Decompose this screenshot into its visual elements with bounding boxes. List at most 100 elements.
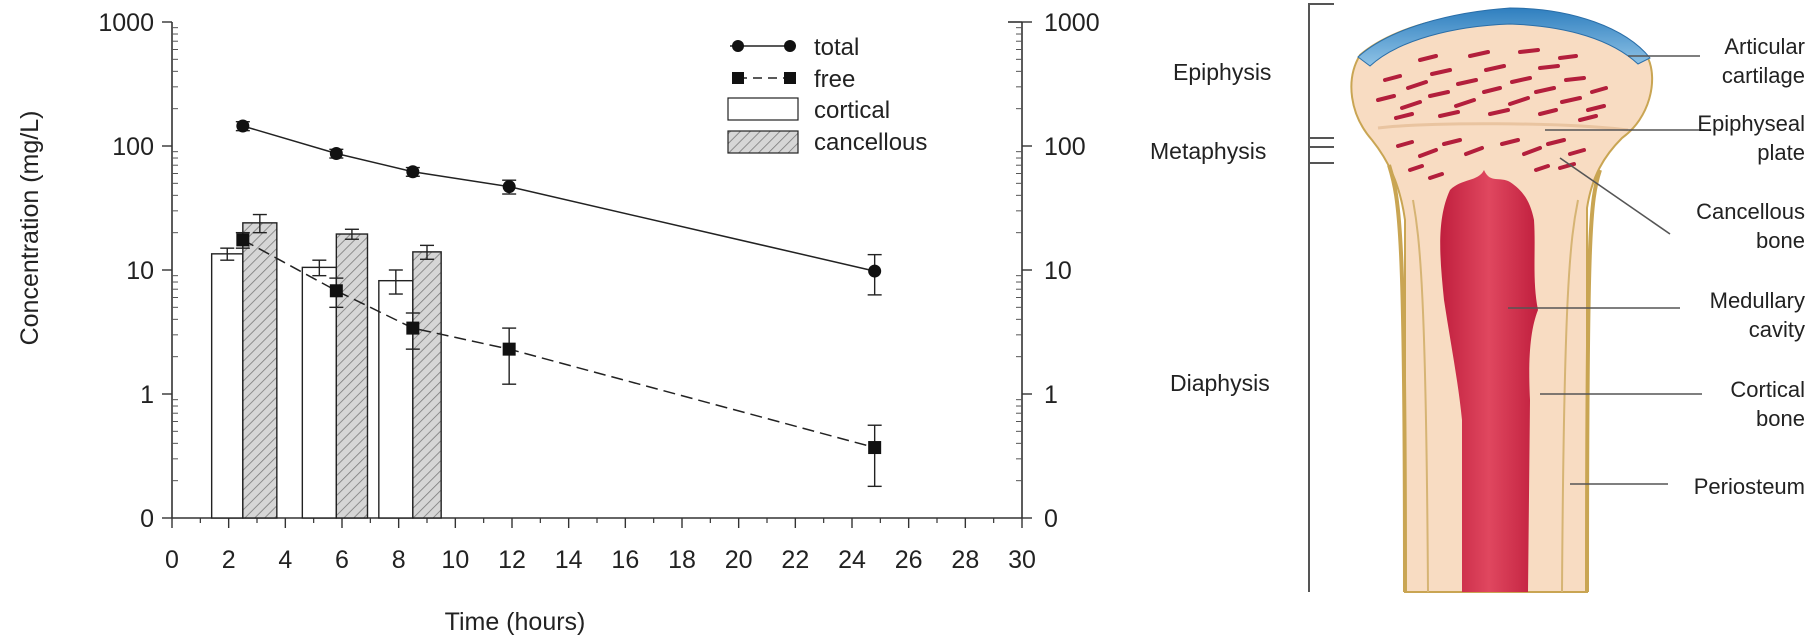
cancellous-bone	[1376, 48, 1608, 180]
total-point	[236, 119, 250, 133]
cortical-bar	[210, 253, 244, 519]
trabecula	[1400, 100, 1422, 110]
x-tick-label: 26	[895, 546, 923, 574]
y-tick-label-right: 100	[1044, 133, 1086, 161]
trabecula	[1383, 74, 1402, 82]
periosteum	[1387, 164, 1407, 593]
label-articular-cartilage-line: Articular	[1724, 34, 1805, 59]
articular-cartilage	[1357, 7, 1651, 67]
free-point	[236, 233, 250, 247]
x-axis: 0 2 4 6 8 10 12 14 16 18 20 22 24 26 28 30	[165, 518, 1036, 574]
trabecula	[1464, 146, 1484, 156]
cortical-bar	[378, 279, 414, 519]
cortical-wall	[1561, 199, 1579, 593]
trabecula	[1406, 80, 1428, 90]
label-periosteum: Periosteum	[1694, 474, 1805, 499]
trabecula	[1394, 112, 1414, 120]
trabecula	[1438, 110, 1460, 118]
label-epiphyseal-plate: Epiphyseal plate	[1697, 111, 1805, 165]
x-tick-label: 20	[725, 546, 753, 574]
trabecula	[1590, 86, 1608, 94]
legend-cancellous-swatch	[727, 130, 799, 154]
x-tick-label: 6	[335, 546, 349, 574]
trabecula	[1456, 78, 1478, 86]
long-bone-diagram: Epiphysis Metaphysis Diaphysis Articular…	[1150, 3, 1805, 593]
trabecula	[1522, 146, 1542, 156]
trabecula	[1488, 108, 1510, 116]
y-axis-left: 0 1 10 100 1000	[98, 9, 178, 533]
free-point	[502, 342, 516, 356]
trabecula	[1484, 64, 1506, 72]
x-tick-label: 0	[165, 546, 179, 574]
trabecula	[1396, 140, 1414, 148]
legend-total-marker	[784, 40, 796, 52]
trabecula	[1428, 172, 1444, 180]
free-point	[329, 284, 343, 298]
bar-series	[210, 213, 442, 519]
trabecula	[1578, 114, 1598, 122]
cancellous-bar	[412, 251, 442, 519]
label-diaphysis: Diaphysis	[1170, 370, 1270, 396]
cancellous-bar	[242, 222, 278, 519]
y-tick-label: 1000	[98, 9, 154, 37]
y-tick-label-right: 1	[1044, 381, 1058, 409]
x-tick-label: 12	[498, 546, 526, 574]
x-tick-label: 22	[781, 546, 809, 574]
total-point	[502, 180, 516, 194]
label-medullary-cavity-line: Medullary	[1710, 288, 1805, 313]
x-tick-label: 14	[555, 546, 583, 574]
total-point	[868, 264, 882, 278]
label-epiphyseal-plate-line: plate	[1757, 140, 1805, 165]
trabecula	[1500, 138, 1520, 146]
medullary-cavity	[1440, 170, 1538, 592]
label-epiphyseal-plate-line: Epiphyseal	[1697, 111, 1805, 136]
trabecula	[1418, 148, 1438, 158]
label-cancellous-bone: Cancellous bone	[1696, 199, 1805, 253]
legend-cancellous-label: cancellous	[814, 129, 927, 156]
y-tick-label-right: 1000	[1044, 9, 1100, 37]
y-tick-label: 100	[112, 133, 154, 161]
legend-cortical-label: cortical	[814, 97, 890, 124]
x-tick-label: 30	[1008, 546, 1036, 574]
trabecula	[1376, 94, 1396, 102]
trabecula	[1534, 86, 1556, 94]
trabecula	[1468, 50, 1490, 58]
y-axis-right: 0 1 10 100 1000	[1016, 9, 1100, 533]
label-cortical-bone: Cortical bone	[1730, 377, 1805, 431]
x-axis-label: Time (hours)	[445, 608, 586, 636]
legend-free-label: free	[814, 66, 855, 93]
x-tick-label: 4	[278, 546, 292, 574]
x-tick-label: 24	[838, 546, 866, 574]
epiphyseal-plate	[1377, 122, 1629, 132]
free-point	[868, 441, 882, 455]
label-medullary-cavity-line: cavity	[1749, 317, 1805, 342]
trabecula	[1534, 164, 1550, 172]
label-cortical-bone-line: bone	[1756, 406, 1805, 431]
label-cortical-bone-line: Cortical	[1730, 377, 1805, 402]
pharmacokinetic-chart: 0 2 4 6 8 10 12 14 16 18 20 22 24 26 28 30 01101001000 …	[16, 9, 1100, 636]
label-articular-cartilage: Articular cartilage	[1722, 34, 1805, 88]
label-metaphysis: Metaphysis	[1150, 138, 1266, 164]
legend: total free cortical cancellous	[727, 34, 927, 156]
x-tick-label: 18	[668, 546, 696, 574]
label-cancellous-bone-line: bone	[1756, 228, 1805, 253]
trabecula	[1510, 76, 1532, 84]
cortical-wall	[1412, 199, 1429, 593]
y-tick-label-right: 10	[1044, 257, 1072, 285]
trabecula	[1508, 96, 1530, 106]
trabecula	[1482, 86, 1502, 94]
legend-free-marker	[732, 72, 744, 84]
y-tick-label: 10	[126, 257, 154, 285]
legend-total-marker	[732, 40, 744, 52]
label-epiphysis: Epiphysis	[1173, 59, 1271, 85]
cortical-bar	[301, 266, 338, 519]
legend-free-marker	[784, 72, 796, 84]
x-tick-label: 2	[222, 546, 236, 574]
trabecula	[1442, 138, 1462, 146]
right-labels: Articular cartilage Epiphyseal plate Cancell…	[1694, 34, 1805, 499]
y-tick-label: 1	[140, 381, 154, 409]
trabecula	[1430, 68, 1452, 76]
trabecula	[1586, 104, 1606, 112]
total-point	[329, 146, 343, 160]
